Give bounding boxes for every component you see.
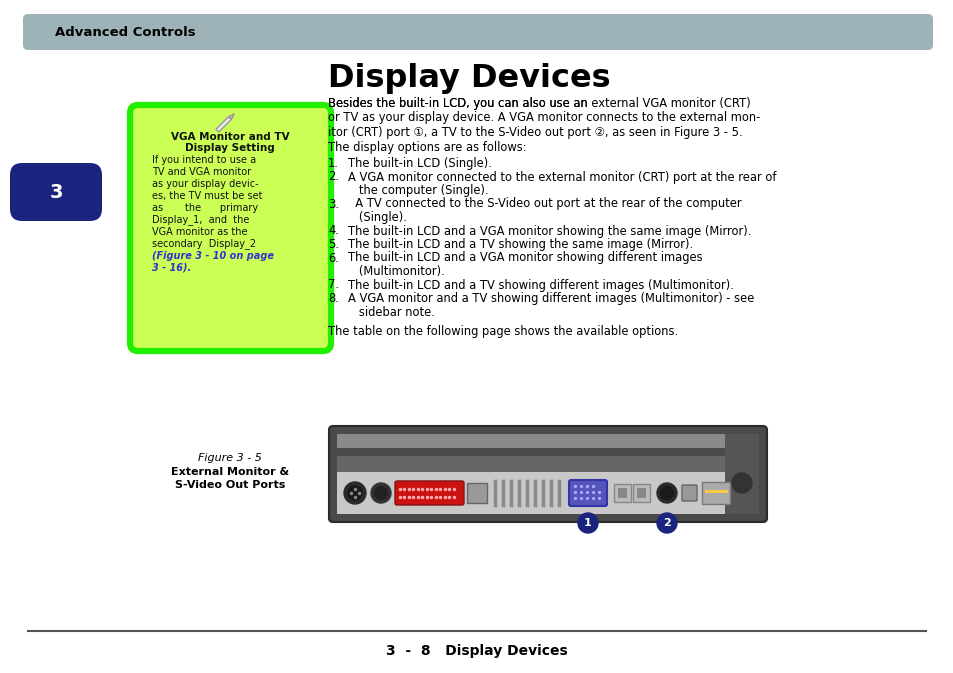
Text: (Multimonitor).: (Multimonitor). [348, 265, 444, 278]
Text: A VGA monitor connected to the external monitor (CRT) port at the rear of: A VGA monitor connected to the external … [348, 170, 776, 184]
Text: VGA monitor as the: VGA monitor as the [152, 227, 247, 237]
Text: The table on the following page shows the available options.: The table on the following page shows th… [328, 325, 678, 338]
Text: 7.: 7. [328, 279, 338, 291]
Circle shape [371, 483, 391, 503]
Text: 5.: 5. [328, 238, 338, 251]
Text: 3.: 3. [328, 197, 338, 211]
Bar [336, 472, 759, 514]
Text: 4.: 4. [328, 225, 338, 238]
Text: Display_1,  and  the: Display_1, and the [152, 215, 249, 225]
Text: Besides the built-in LCD, you can also use an ​external VGA monitor (CRT): Besides the built-in LCD, you can also u… [328, 97, 750, 110]
Bar [637, 488, 645, 498]
Text: External Monitor &: External Monitor & [171, 467, 289, 477]
Text: Besides the built-in LCD, you can also use an external VGA monitor (CRT): Besides the built-in LCD, you can also u… [328, 97, 750, 110]
Text: 3: 3 [50, 182, 63, 201]
Text: 2: 2 [662, 518, 670, 528]
Text: A TV connected to the S-Video out port at the rear of the computer: A TV connected to the S-Video out port a… [348, 197, 740, 211]
FancyBboxPatch shape [329, 426, 766, 522]
FancyBboxPatch shape [467, 483, 486, 503]
Circle shape [659, 487, 673, 499]
Circle shape [657, 513, 677, 533]
Text: itor (CRT) port ①, a TV to the S-Video out port ②, as seen in Figure 3 - 5.: itor (CRT) port ①, a TV to the S-Video o… [328, 126, 741, 139]
Text: 3 - 16).: 3 - 16). [152, 263, 191, 273]
Bar [618, 488, 626, 498]
Text: If you intend to use a: If you intend to use a [152, 155, 255, 165]
Text: the computer (Single).: the computer (Single). [348, 184, 488, 197]
FancyBboxPatch shape [395, 481, 463, 505]
Text: The built-in LCD and a TV showing different images (Multimonitor).: The built-in LCD and a TV showing differ… [348, 279, 733, 291]
Text: es, the TV must be set: es, the TV must be set [152, 191, 262, 201]
Text: (Single).: (Single). [348, 211, 406, 224]
Circle shape [731, 473, 751, 493]
Text: 1: 1 [583, 518, 591, 528]
Text: VGA Monitor and TV: VGA Monitor and TV [171, 132, 289, 142]
FancyBboxPatch shape [568, 480, 606, 506]
Text: The built-in LCD and a VGA monitor showing different images: The built-in LCD and a VGA monitor showi… [348, 252, 702, 264]
Circle shape [348, 486, 361, 500]
FancyBboxPatch shape [130, 105, 331, 351]
Polygon shape [229, 114, 234, 119]
Text: Advanced Controls: Advanced Controls [55, 26, 195, 38]
Text: A VGA monitor and a TV showing different images (Multimonitor) - see: A VGA monitor and a TV showing different… [348, 292, 754, 305]
Text: sidebar note.: sidebar note. [348, 306, 435, 318]
Text: TV and VGA monitor: TV and VGA monitor [152, 167, 251, 177]
Text: 2.: 2. [328, 170, 338, 184]
Text: (Figure 3 - 10 on page: (Figure 3 - 10 on page [152, 251, 274, 261]
Text: 8.: 8. [328, 292, 338, 305]
Text: Display Devices: Display Devices [328, 63, 610, 94]
Text: 1.: 1. [328, 157, 338, 170]
Text: The built-in LCD and a VGA monitor showing the same image (Mirror).: The built-in LCD and a VGA monitor showi… [348, 225, 751, 238]
Text: as your display devic-: as your display devic- [152, 179, 258, 189]
Bar [336, 456, 759, 472]
Circle shape [344, 482, 366, 504]
FancyBboxPatch shape [681, 485, 697, 501]
Text: 3  -  8   Display Devices: 3 - 8 Display Devices [386, 644, 567, 658]
FancyBboxPatch shape [614, 484, 630, 502]
Text: Figure 3 - 5: Figure 3 - 5 [198, 453, 262, 463]
Circle shape [375, 487, 387, 499]
Text: Display Setting: Display Setting [185, 143, 274, 153]
FancyBboxPatch shape [633, 484, 649, 502]
Text: The display options are as follows:: The display options are as follows: [328, 141, 526, 153]
Text: Besides the built-in LCD, you can also use an: Besides the built-in LCD, you can also u… [328, 97, 591, 110]
Bar [724, 434, 759, 514]
FancyBboxPatch shape [10, 163, 102, 221]
FancyBboxPatch shape [701, 482, 729, 504]
Text: S-Video Out Ports: S-Video Out Ports [174, 480, 285, 490]
Text: The built-in LCD (Single).: The built-in LCD (Single). [348, 157, 492, 170]
FancyBboxPatch shape [23, 14, 932, 50]
Bar [336, 434, 759, 448]
Circle shape [657, 483, 677, 503]
Text: or TV as your display device. A VGA monitor connects to the external mon-: or TV as your display device. A VGA moni… [328, 112, 760, 125]
Text: as       the      primary: as the primary [152, 203, 258, 213]
Text: secondary  Display_2: secondary Display_2 [152, 238, 255, 250]
Polygon shape [215, 116, 232, 132]
Circle shape [578, 513, 598, 533]
Text: 6.: 6. [328, 252, 338, 264]
Text: The built-in LCD and a TV showing the same image (Mirror).: The built-in LCD and a TV showing the sa… [348, 238, 693, 251]
